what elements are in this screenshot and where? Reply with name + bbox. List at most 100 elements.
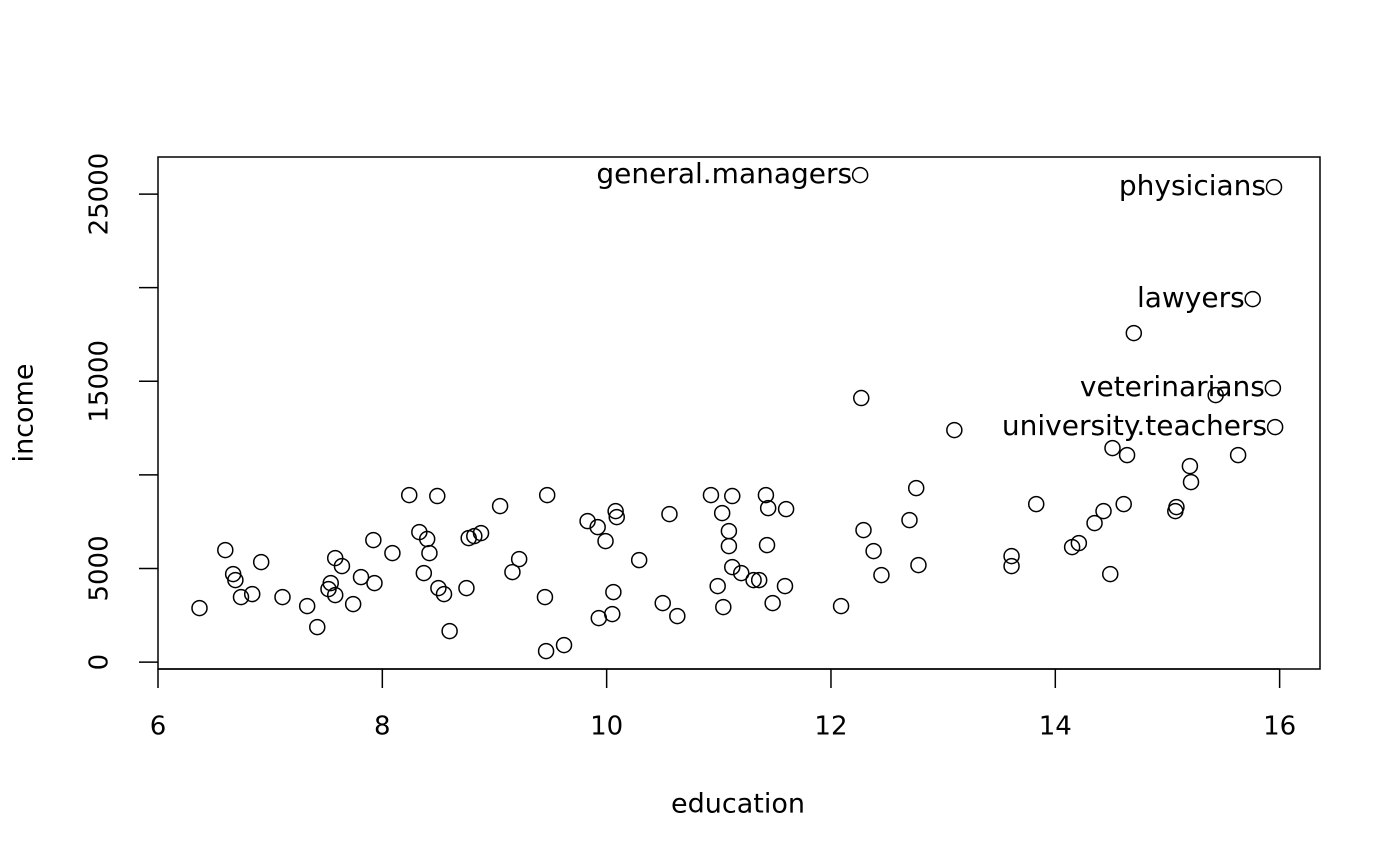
point: [1266, 418, 1284, 436]
point-label: lawyers: [1137, 281, 1245, 314]
point: [750, 571, 768, 589]
point: [1118, 446, 1136, 464]
point: [232, 588, 250, 606]
point: [555, 636, 573, 654]
point: [227, 571, 244, 589]
point: [776, 577, 794, 595]
point: [429, 487, 446, 505]
point: [715, 598, 732, 616]
point: [344, 595, 362, 613]
point: [536, 588, 554, 606]
point: [759, 499, 777, 517]
point: [630, 551, 648, 569]
point: [1102, 565, 1119, 583]
y-tick-label: 5000: [85, 535, 115, 601]
x-tick-label: 14: [1039, 712, 1072, 742]
point: [366, 574, 383, 592]
point: [1003, 547, 1020, 565]
point: [1207, 386, 1224, 404]
point: [757, 486, 775, 504]
point: [946, 421, 963, 439]
point: [1265, 178, 1283, 196]
point: [1229, 446, 1247, 464]
point: [510, 550, 528, 568]
point: [322, 574, 339, 592]
point: [191, 599, 208, 617]
point: [472, 524, 490, 542]
point: [720, 522, 738, 540]
point: [702, 486, 720, 504]
point: [851, 166, 869, 184]
point: [1181, 457, 1199, 475]
point: [724, 487, 741, 505]
point: [608, 508, 625, 526]
y-axis-title: income: [9, 364, 40, 463]
point: [654, 594, 671, 612]
point: [832, 597, 850, 615]
point: [579, 512, 596, 530]
point: [1115, 495, 1132, 513]
point: [491, 497, 509, 515]
point: [709, 577, 726, 595]
point: [589, 518, 606, 536]
point-label: university.teachers: [1002, 409, 1267, 442]
point: [720, 537, 738, 555]
point: [604, 605, 621, 623]
y-tick-label: 0: [85, 654, 115, 671]
point: [607, 502, 624, 520]
point: [732, 564, 750, 582]
point: [597, 532, 614, 550]
point: [1003, 557, 1020, 575]
point: [352, 568, 370, 586]
point-label: general.managers: [596, 157, 852, 190]
point-label: veterinarians: [1080, 370, 1265, 403]
x-tick-label: 6: [150, 712, 167, 742]
point: [1027, 495, 1045, 513]
point: [853, 389, 870, 407]
point: [435, 585, 453, 603]
x-tick-label: 10: [590, 712, 623, 742]
point: [1104, 439, 1121, 457]
point: [1168, 498, 1185, 516]
point: [901, 511, 918, 529]
point: [1264, 379, 1282, 397]
x-tick-label: 12: [814, 712, 847, 742]
x-tick-label: 16: [1263, 712, 1296, 742]
point: [855, 521, 872, 539]
point: [243, 585, 261, 603]
point: [400, 486, 418, 504]
point: [458, 579, 475, 597]
point: [430, 579, 447, 597]
point: [538, 486, 556, 504]
point: [384, 544, 401, 562]
point: [713, 504, 731, 522]
point: [873, 566, 890, 584]
point: [309, 618, 326, 636]
point: [1070, 534, 1088, 552]
point: [326, 586, 344, 604]
point: [661, 505, 678, 523]
point: [1095, 502, 1112, 520]
point: [1244, 290, 1261, 308]
x-tick-label: 8: [374, 712, 391, 742]
point: [745, 571, 762, 589]
point: [274, 588, 291, 606]
point-label: physicians: [1119, 169, 1266, 202]
point: [764, 594, 781, 612]
point: [605, 583, 622, 601]
point: [298, 597, 316, 615]
y-tick-label: 15000: [85, 340, 115, 423]
point: [1182, 473, 1200, 491]
point: [333, 557, 351, 575]
point: [590, 609, 608, 627]
point: [865, 542, 882, 560]
point: [415, 564, 433, 582]
point: [907, 479, 925, 497]
point: [777, 500, 795, 518]
y-tick-label: 25000: [85, 153, 115, 236]
point: [724, 558, 741, 576]
point: [910, 556, 927, 574]
point: [421, 544, 438, 562]
point: [537, 642, 555, 660]
point: [1125, 324, 1143, 342]
